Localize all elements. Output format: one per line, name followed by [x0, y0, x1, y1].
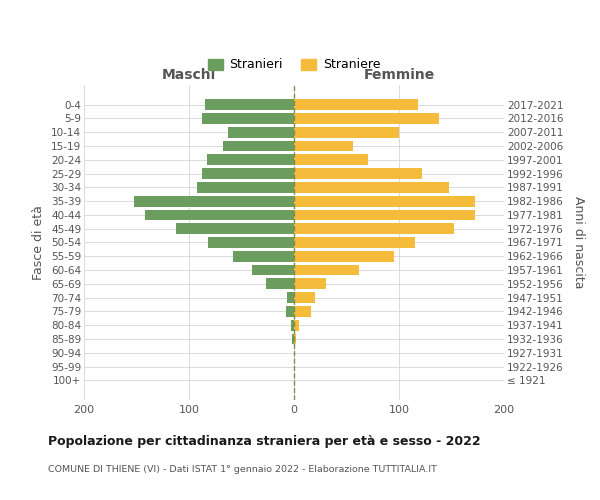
Legend: Stranieri, Straniere: Stranieri, Straniere: [203, 54, 385, 76]
Bar: [292, 334, 294, 344]
Bar: [294, 154, 367, 165]
Bar: [202, 113, 294, 124]
Bar: [286, 306, 294, 317]
Bar: [134, 196, 294, 206]
Y-axis label: Anni di nascita: Anni di nascita: [572, 196, 585, 289]
Bar: [207, 154, 294, 165]
Bar: [294, 264, 359, 276]
Bar: [294, 224, 454, 234]
Text: Femmine: Femmine: [364, 68, 434, 82]
Bar: [291, 320, 294, 330]
Bar: [294, 100, 418, 110]
Bar: [294, 292, 315, 303]
Bar: [197, 182, 294, 193]
Bar: [228, 127, 294, 138]
Bar: [252, 264, 294, 276]
Bar: [202, 168, 294, 179]
Bar: [294, 278, 325, 289]
Bar: [287, 292, 294, 303]
Text: COMUNE DI THIENE (VI) - Dati ISTAT 1° gennaio 2022 - Elaborazione TUTTITALIA.IT: COMUNE DI THIENE (VI) - Dati ISTAT 1° ge…: [48, 465, 437, 474]
Bar: [233, 251, 294, 262]
Bar: [294, 237, 415, 248]
Bar: [145, 210, 294, 220]
Bar: [294, 251, 394, 262]
Bar: [294, 196, 475, 206]
Bar: [294, 127, 399, 138]
Bar: [294, 320, 299, 330]
Bar: [294, 334, 296, 344]
Bar: [294, 306, 311, 317]
Bar: [294, 182, 449, 193]
Bar: [208, 237, 294, 248]
Bar: [223, 140, 294, 151]
Text: Maschi: Maschi: [162, 68, 216, 82]
Bar: [294, 140, 353, 151]
Text: Popolazione per cittadinanza straniera per età e sesso - 2022: Popolazione per cittadinanza straniera p…: [48, 435, 481, 448]
Bar: [294, 113, 439, 124]
Bar: [176, 224, 294, 234]
Bar: [294, 210, 475, 220]
Bar: [266, 278, 294, 289]
Bar: [205, 100, 294, 110]
Y-axis label: Fasce di età: Fasce di età: [32, 205, 46, 280]
Bar: [294, 168, 422, 179]
